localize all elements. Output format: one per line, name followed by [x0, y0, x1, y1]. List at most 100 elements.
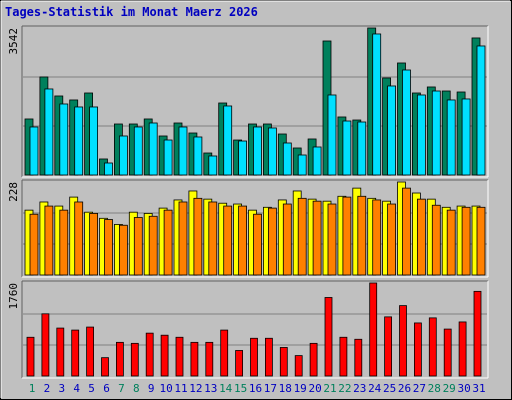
bar: [29, 126, 39, 176]
x-tick-label: 18: [279, 382, 292, 395]
bar: [446, 209, 456, 276]
bar: [282, 203, 292, 276]
x-tick-label: 3: [58, 382, 65, 395]
bar: [312, 146, 322, 176]
x-tick-label: 4: [73, 382, 80, 395]
bar: [357, 195, 367, 276]
x-tick-label: 10: [159, 382, 172, 395]
y-tick-label: 1760: [7, 283, 20, 310]
bar: [208, 201, 218, 276]
bar: [235, 350, 244, 377]
bar: [223, 205, 233, 276]
bar: [413, 322, 422, 377]
x-tick-label: 26: [398, 382, 411, 395]
bar: [223, 105, 233, 176]
bar: [357, 121, 367, 176]
x-tick-label: 21: [323, 382, 336, 395]
bar: [89, 213, 98, 276]
bar: [253, 126, 262, 176]
x-tick-label: 11: [174, 382, 187, 395]
x-tick-label: 15: [234, 382, 247, 395]
bar: [342, 196, 352, 276]
bar: [297, 197, 307, 276]
bar: [443, 328, 452, 377]
bar: [59, 103, 69, 176]
bar: [160, 334, 169, 377]
bar: [369, 282, 378, 377]
x-tick-label: 9: [148, 382, 155, 395]
bar: [264, 337, 273, 377]
bar: [89, 106, 98, 176]
bar: [431, 90, 441, 176]
bar: [402, 187, 411, 276]
bar: [238, 140, 248, 176]
bar: [101, 357, 109, 377]
bar: [205, 341, 214, 377]
bar: [193, 136, 203, 176]
bar: [267, 127, 277, 176]
x-tick-label: 13: [204, 382, 217, 395]
y-tick-label: 228: [7, 182, 20, 202]
x-tick-label: 24: [368, 382, 382, 395]
bar: [294, 355, 303, 377]
x-tick-label: 17: [264, 382, 277, 395]
bar: [327, 203, 337, 276]
x-tick-label: 12: [189, 382, 202, 395]
bar: [476, 206, 486, 276]
bar: [178, 201, 188, 276]
bar: [163, 209, 173, 276]
bar: [74, 106, 84, 176]
bar: [190, 341, 199, 377]
bar: [324, 297, 333, 377]
x-tick-label: 1: [29, 382, 36, 395]
bar: [384, 316, 393, 377]
x-tick-label: 7: [118, 382, 125, 395]
bar: [416, 94, 426, 176]
bar: [148, 215, 158, 276]
bar: [86, 326, 94, 377]
x-tick-label: 16: [249, 382, 262, 395]
bar: [327, 94, 337, 176]
y-tick-label: 3542: [7, 28, 20, 55]
bar: [148, 122, 158, 176]
bar: [119, 135, 128, 176]
bar: [372, 199, 382, 276]
bar: [253, 213, 262, 276]
bar: [312, 200, 322, 276]
bar: [104, 219, 113, 276]
bar: [71, 329, 80, 377]
x-tick-label: 20: [308, 382, 321, 395]
x-tick-label: 29: [443, 382, 456, 395]
bar: [387, 85, 397, 176]
bar: [178, 126, 188, 176]
bar: [282, 142, 292, 176]
x-tick-label: 30: [457, 382, 470, 395]
bar: [29, 213, 39, 276]
bar: [461, 206, 471, 276]
bar: [220, 329, 229, 377]
bar: [74, 201, 84, 276]
x-tick-label: 23: [353, 382, 366, 395]
bar: [175, 336, 184, 377]
bar: [56, 327, 65, 377]
x-tick-label: 6: [103, 382, 110, 395]
bar: [26, 336, 35, 377]
x-tick-label: 8: [133, 382, 140, 395]
bar: [342, 120, 352, 176]
bar: [446, 99, 456, 176]
bar: [399, 305, 407, 377]
bar: [193, 197, 203, 276]
bar: [59, 209, 69, 276]
bar: [163, 139, 173, 176]
bar: [133, 126, 143, 176]
x-tick-label: 2: [44, 382, 51, 395]
bar: [354, 338, 363, 377]
bar: [133, 217, 143, 276]
bar: [402, 69, 411, 176]
bar: [250, 337, 258, 377]
bar: [387, 203, 397, 276]
bar: [372, 33, 382, 176]
bar: [476, 45, 486, 176]
bar: [339, 336, 348, 377]
